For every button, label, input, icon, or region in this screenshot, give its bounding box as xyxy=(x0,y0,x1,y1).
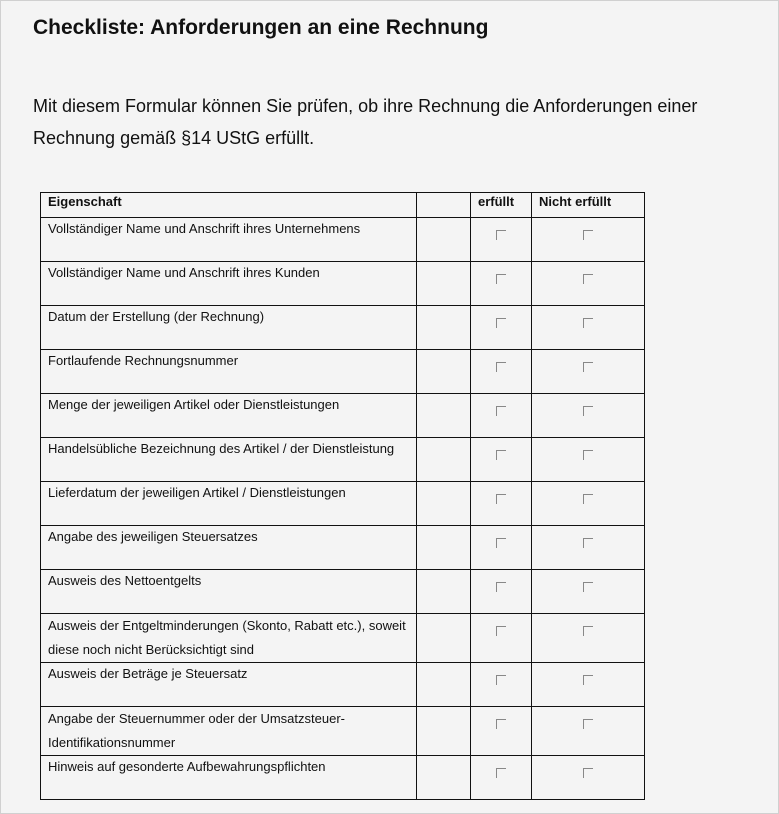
erfuellt-cell xyxy=(470,569,532,614)
row-label: Menge der jeweiligen Artikel oder Dienst… xyxy=(40,393,417,438)
nicht-erfuellt-checkbox[interactable] xyxy=(583,362,593,372)
empty-cell xyxy=(416,755,471,800)
table-row: Datum der Erstellung (der Rechnung) xyxy=(40,305,645,350)
nicht-erfuellt-cell xyxy=(531,755,645,800)
empty-cell xyxy=(416,613,471,663)
row-label: Lieferdatum der jeweiligen Artikel / Die… xyxy=(40,481,417,526)
table-row: Angabe der Steuernummer oder der Umsatzs… xyxy=(40,706,645,756)
nicht-erfuellt-checkbox[interactable] xyxy=(583,406,593,416)
nicht-erfuellt-cell xyxy=(531,261,645,306)
erfuellt-cell xyxy=(470,305,532,350)
erfuellt-cell xyxy=(470,261,532,306)
erfuellt-checkbox[interactable] xyxy=(496,362,506,372)
table-row: Handelsübliche Bezeichnung des Artikel /… xyxy=(40,437,645,482)
table-row: Hinweis auf gesonderte Aufbewahrungspfli… xyxy=(40,755,645,800)
header-erfuellt: erfüllt xyxy=(470,192,532,218)
nicht-erfuellt-checkbox[interactable] xyxy=(583,494,593,504)
nicht-erfuellt-cell xyxy=(531,305,645,350)
nicht-erfuellt-checkbox[interactable] xyxy=(583,230,593,240)
empty-cell xyxy=(416,437,471,482)
nicht-erfuellt-cell xyxy=(531,569,645,614)
erfuellt-checkbox[interactable] xyxy=(496,538,506,548)
row-label: Fortlaufende Rechnungsnummer xyxy=(40,349,417,394)
erfuellt-cell xyxy=(470,349,532,394)
empty-cell xyxy=(416,305,471,350)
row-label: Hinweis auf gesonderte Aufbewahrungspfli… xyxy=(40,755,417,800)
row-label: Angabe des jeweiligen Steuersatzes xyxy=(40,525,417,570)
erfuellt-checkbox[interactable] xyxy=(496,230,506,240)
nicht-erfuellt-cell xyxy=(531,349,645,394)
erfuellt-cell xyxy=(470,706,532,756)
nicht-erfuellt-cell xyxy=(531,481,645,526)
table-row: Lieferdatum der jeweiligen Artikel / Die… xyxy=(40,481,645,526)
nicht-erfuellt-checkbox[interactable] xyxy=(583,318,593,328)
nicht-erfuellt-checkbox[interactable] xyxy=(583,719,593,729)
page-title: Checkliste: Anforderungen an eine Rechnu… xyxy=(33,16,489,39)
nicht-erfuellt-cell xyxy=(531,662,645,707)
nicht-erfuellt-checkbox[interactable] xyxy=(583,538,593,548)
checklist-table: Eigenschaft erfüllt Nicht erfüllt Vollst… xyxy=(40,192,645,800)
erfuellt-cell xyxy=(470,437,532,482)
erfuellt-cell xyxy=(470,481,532,526)
empty-cell xyxy=(416,662,471,707)
empty-cell xyxy=(416,569,471,614)
nicht-erfuellt-checkbox[interactable] xyxy=(583,768,593,778)
nicht-erfuellt-cell xyxy=(531,525,645,570)
erfuellt-checkbox[interactable] xyxy=(496,274,506,284)
row-label: Datum der Erstellung (der Rechnung) xyxy=(40,305,417,350)
erfuellt-checkbox[interactable] xyxy=(496,626,506,636)
table-row: Ausweis der Beträge je Steuersatz xyxy=(40,662,645,707)
erfuellt-checkbox[interactable] xyxy=(496,450,506,460)
header-nicht-erfuellt: Nicht erfüllt xyxy=(531,192,645,218)
nicht-erfuellt-cell xyxy=(531,437,645,482)
row-label: Ausweis des Nettoentgelts xyxy=(40,569,417,614)
header-empty xyxy=(416,192,471,218)
nicht-erfuellt-cell xyxy=(531,613,645,663)
nicht-erfuellt-cell xyxy=(531,706,645,756)
erfuellt-cell xyxy=(470,662,532,707)
erfuellt-checkbox[interactable] xyxy=(496,318,506,328)
erfuellt-cell xyxy=(470,755,532,800)
row-label: Vollständiger Name und Anschrift ihres U… xyxy=(40,217,417,262)
intro-text: Mit diesem Formular können Sie prüfen, o… xyxy=(33,96,698,148)
row-label: Ausweis der Entgeltminderungen (Skonto, … xyxy=(40,613,417,663)
table-header-row: Eigenschaft erfüllt Nicht erfüllt xyxy=(40,192,645,218)
empty-cell xyxy=(416,393,471,438)
row-label: Angabe der Steuernummer oder der Umsatzs… xyxy=(40,706,417,756)
erfuellt-checkbox[interactable] xyxy=(496,406,506,416)
erfuellt-cell xyxy=(470,217,532,262)
erfuellt-cell xyxy=(470,525,532,570)
nicht-erfuellt-cell xyxy=(531,393,645,438)
erfuellt-cell xyxy=(470,393,532,438)
nicht-erfuellt-checkbox[interactable] xyxy=(583,274,593,284)
table-row: Vollständiger Name und Anschrift ihres K… xyxy=(40,261,645,306)
erfuellt-checkbox[interactable] xyxy=(496,675,506,685)
empty-cell xyxy=(416,261,471,306)
empty-cell xyxy=(416,525,471,570)
erfuellt-checkbox[interactable] xyxy=(496,768,506,778)
table-row: Angabe des jeweiligen Steuersatzes xyxy=(40,525,645,570)
nicht-erfuellt-checkbox[interactable] xyxy=(583,582,593,592)
empty-cell xyxy=(416,706,471,756)
empty-cell xyxy=(416,217,471,262)
erfuellt-checkbox[interactable] xyxy=(496,719,506,729)
erfuellt-checkbox[interactable] xyxy=(496,582,506,592)
erfuellt-cell xyxy=(470,613,532,663)
table-row: Fortlaufende Rechnungsnummer xyxy=(40,349,645,394)
table-row: Menge der jeweiligen Artikel oder Dienst… xyxy=(40,393,645,438)
nicht-erfuellt-checkbox[interactable] xyxy=(583,626,593,636)
row-label: Handelsübliche Bezeichnung des Artikel /… xyxy=(40,437,417,482)
header-eigenschaft: Eigenschaft xyxy=(40,192,417,218)
erfuellt-checkbox[interactable] xyxy=(496,494,506,504)
table-row: Ausweis des Nettoentgelts xyxy=(40,569,645,614)
empty-cell xyxy=(416,349,471,394)
nicht-erfuellt-checkbox[interactable] xyxy=(583,675,593,685)
row-label: Vollständiger Name und Anschrift ihres K… xyxy=(40,261,417,306)
row-label: Ausweis der Beträge je Steuersatz xyxy=(40,662,417,707)
nicht-erfuellt-checkbox[interactable] xyxy=(583,450,593,460)
table-row: Ausweis der Entgeltminderungen (Skonto, … xyxy=(40,613,645,663)
nicht-erfuellt-cell xyxy=(531,217,645,262)
table-row: Vollständiger Name und Anschrift ihres U… xyxy=(40,217,645,262)
empty-cell xyxy=(416,481,471,526)
